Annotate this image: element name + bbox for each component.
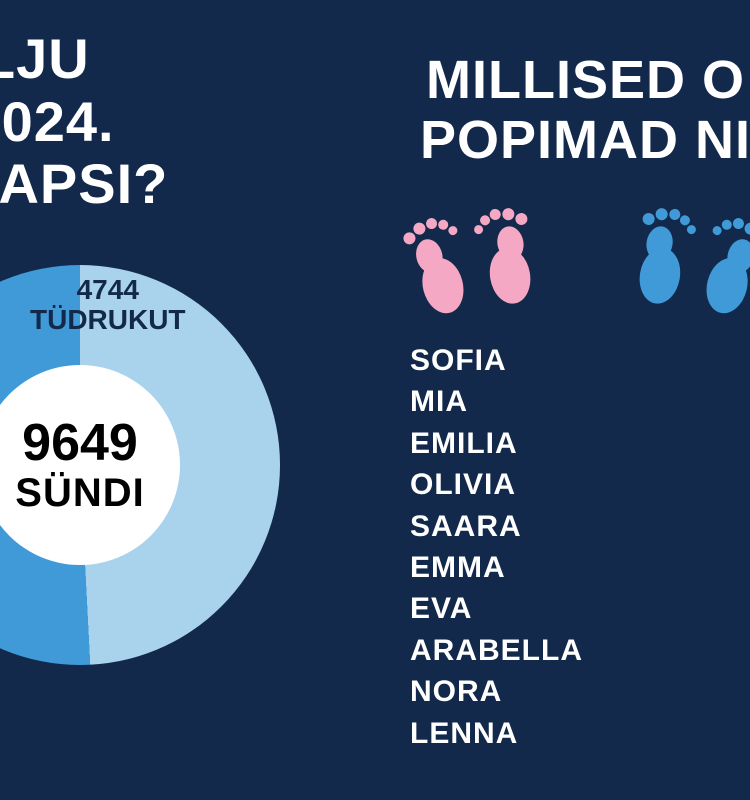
name-item: MIA xyxy=(410,381,583,422)
infographic-canvas: JI PALJU IDIS 2024. TAL LAPSI? MILLISED … xyxy=(0,0,750,800)
name-item: OLIVIA xyxy=(410,464,583,505)
girls-slice-label: 4744 TÜDRUKUT xyxy=(30,275,186,335)
name-item: ARABELLA xyxy=(410,630,583,671)
boy-footprints-icon xyxy=(620,200,750,325)
left-heading: JI PALJU IDIS 2024. TAL LAPSI? xyxy=(0,28,168,216)
name-item: EMILIA xyxy=(410,423,583,464)
total-births-number: 9649 xyxy=(22,417,138,469)
name-item: LENNA xyxy=(410,713,583,754)
girl-footprints-icon xyxy=(400,200,550,325)
right-heading: MILLISED O POPIMAD NI xyxy=(420,50,750,171)
girl-names-list: SOFIAMIAEMILIAOLIVIASAARAEMMAEVAARABELLA… xyxy=(410,340,583,754)
name-item: NORA xyxy=(410,671,583,712)
name-item: SAARA xyxy=(410,506,583,547)
births-donut-chart: 9649 SÜNDI 4744 TÜDRUKUT 902 ISSI xyxy=(0,265,280,665)
name-item: EVA xyxy=(410,588,583,629)
name-item: SOFIA xyxy=(410,340,583,381)
name-item: EMMA xyxy=(410,547,583,588)
total-births-label: SÜNDI xyxy=(15,473,144,513)
